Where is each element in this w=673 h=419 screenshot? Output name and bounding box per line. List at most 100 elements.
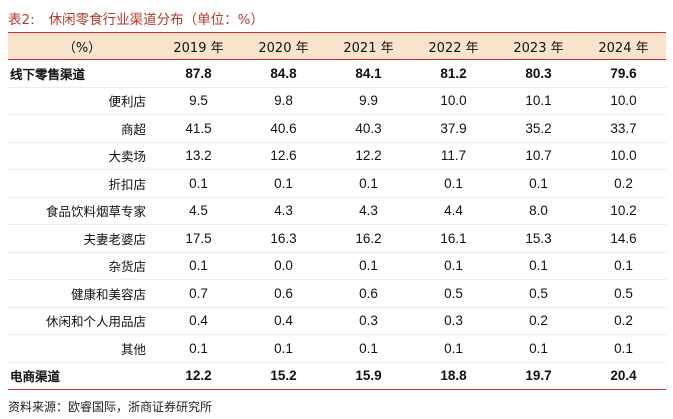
table-cell: 0.1: [326, 334, 411, 362]
row-label: 大卖场: [8, 141, 156, 170]
table-cell: 9.8: [241, 86, 326, 115]
row-label: 便利店: [8, 86, 156, 115]
row-label: 折扣店: [8, 169, 156, 197]
table-cell: 0.1: [581, 251, 666, 280]
table-cell: 18.8: [411, 361, 496, 390]
table-cell: 35.2: [496, 114, 581, 142]
channel-distribution-table: （%） 2019 年 2020 年 2021 年 2022 年 2023 年 2…: [8, 32, 666, 390]
table-cell: 0.1: [326, 251, 411, 280]
table-cell: 0.1: [411, 334, 496, 362]
row-label: 线下零售渠道: [10, 66, 86, 82]
table-cell: 0.0: [241, 251, 326, 280]
table-cell: 0.1: [496, 334, 581, 362]
table-header-row: （%） 2019 年 2020 年 2021 年 2022 年 2023 年 2…: [8, 32, 666, 60]
header-year: 2022 年: [411, 32, 496, 60]
table-cell: 0.1: [496, 169, 581, 197]
table-row: 便利店 9.5 9.8 9.9 10.0 10.1 10.0: [8, 86, 666, 115]
table-row: 折扣店 0.1 0.1 0.1 0.1 0.1 0.2: [8, 169, 666, 197]
table-row: 健康和美容店 0.7 0.6 0.6 0.5 0.5 0.5: [8, 279, 666, 307]
table-cell: 12.6: [241, 141, 326, 170]
table-cell: 9.9: [326, 86, 411, 115]
table-cell: 0.1: [156, 169, 241, 197]
row-label: 夫妻老婆店: [8, 224, 156, 252]
table-cell: 0.1: [156, 251, 241, 280]
table-cell: 0.1: [156, 334, 241, 362]
table-cell: 16.2: [326, 224, 411, 252]
table-cell: 87.8: [185, 65, 212, 81]
table-row: 食品饮料烟草专家 4.5 4.3 4.3 4.4 8.0 10.2: [8, 196, 666, 225]
table-row-category: 线下零售渠道 87.8 84.8 84.1 81.2 80.3 79.6: [8, 60, 666, 88]
header-year: 2024 年: [581, 32, 666, 60]
source-note: 资料来源：欧睿国际，浙商证券研究所: [8, 400, 213, 414]
table-cell: 10.0: [581, 141, 666, 170]
table-cell: 0.2: [496, 306, 581, 335]
header-year: 2021 年: [326, 32, 411, 60]
table-cell: 9.5: [156, 86, 241, 115]
table-cell: 0.1: [411, 251, 496, 280]
table-cell: 12.2: [326, 141, 411, 170]
table-cell: 10.2: [581, 196, 666, 225]
header-year: 2020 年: [241, 32, 326, 60]
table-cell: 15.3: [496, 224, 581, 252]
row-label: 杂货店: [8, 251, 156, 280]
table-cell: 0.1: [581, 334, 666, 362]
table-cell: 17.5: [156, 224, 241, 252]
table-cell: 0.1: [411, 169, 496, 197]
table-cell: 79.6: [610, 65, 637, 81]
table-cell: 15.2: [241, 361, 326, 390]
table-title: 休闲零食行业渠道分布（单位：%）: [48, 12, 264, 28]
table-cell: 84.1: [355, 65, 382, 81]
row-label: 休闲和个人用品店: [8, 306, 156, 335]
table-cell: 0.1: [326, 169, 411, 197]
table-cell: 0.7: [156, 279, 241, 307]
table-cell: 0.6: [326, 279, 411, 307]
row-label: 商超: [8, 114, 156, 142]
table-cell: 13.2: [156, 141, 241, 170]
table-cell: 10.7: [496, 141, 581, 170]
table-cell: 4.5: [156, 196, 241, 225]
table-cell: 20.4: [581, 361, 666, 390]
table-number: 表2:: [8, 12, 35, 28]
table-cell: 0.4: [241, 306, 326, 335]
table-cell: 8.0: [496, 196, 581, 225]
table-row: 夫妻老婆店 17.5 16.3 16.2 16.1 15.3 14.6: [8, 224, 666, 252]
table-cell: 0.4: [156, 306, 241, 335]
table-cell: 0.1: [241, 334, 326, 362]
channel-distribution-table-wrap: （%） 2019 年 2020 年 2021 年 2022 年 2023 年 2…: [8, 32, 666, 390]
table-cell: 16.1: [411, 224, 496, 252]
table-cell: 11.7: [411, 141, 496, 170]
table-cell: 0.3: [326, 306, 411, 335]
table-cell: 0.3: [411, 306, 496, 335]
table-cell: 81.2: [440, 65, 467, 81]
table-cell: 80.3: [525, 65, 552, 81]
header-year: 2019 年: [156, 32, 241, 60]
table-row: 休闲和个人用品店 0.4 0.4 0.3 0.3 0.2 0.2: [8, 306, 666, 335]
table-cell: 4.4: [411, 196, 496, 225]
table-cell: 4.3: [326, 196, 411, 225]
header-year: 2023 年: [496, 32, 581, 60]
table-cell: 4.3: [241, 196, 326, 225]
table-cell: 0.6: [241, 279, 326, 307]
table-caption: 表2: 休闲零食行业渠道分布（单位：%）: [8, 8, 264, 30]
table-row: 大卖场 13.2 12.6 12.2 11.7 10.7 10.0: [8, 141, 666, 170]
table-cell: 0.2: [581, 169, 666, 197]
table-row: 其他 0.1 0.1 0.1 0.1 0.1 0.1: [8, 334, 666, 362]
table-cell: 12.2: [156, 361, 241, 390]
table-cell: 0.5: [411, 279, 496, 307]
table-cell: 41.5: [156, 114, 241, 142]
table-cell: 10.0: [581, 86, 666, 115]
table-cell: 37.9: [411, 114, 496, 142]
table-cell: 40.6: [241, 114, 326, 142]
table-cell: 19.7: [496, 361, 581, 390]
row-label: 健康和美容店: [8, 279, 156, 307]
table-cell: 16.3: [241, 224, 326, 252]
table-cell: 0.5: [496, 279, 581, 307]
header-unit: （%）: [8, 32, 156, 60]
row-label: 电商渠道: [8, 361, 156, 390]
table-cell: 0.2: [581, 306, 666, 335]
table-cell: 10.0: [411, 86, 496, 115]
table-row-category: 电商渠道 12.2 15.2 15.9 18.8 19.7 20.4: [8, 361, 666, 390]
table-cell: 0.5: [581, 279, 666, 307]
table-row: 杂货店 0.1 0.0 0.1 0.1 0.1 0.1: [8, 251, 666, 280]
table-body: 线下零售渠道 87.8 84.8 84.1 81.2 80.3 79.6 便利店 9.5 9.8 9…: [8, 60, 666, 390]
